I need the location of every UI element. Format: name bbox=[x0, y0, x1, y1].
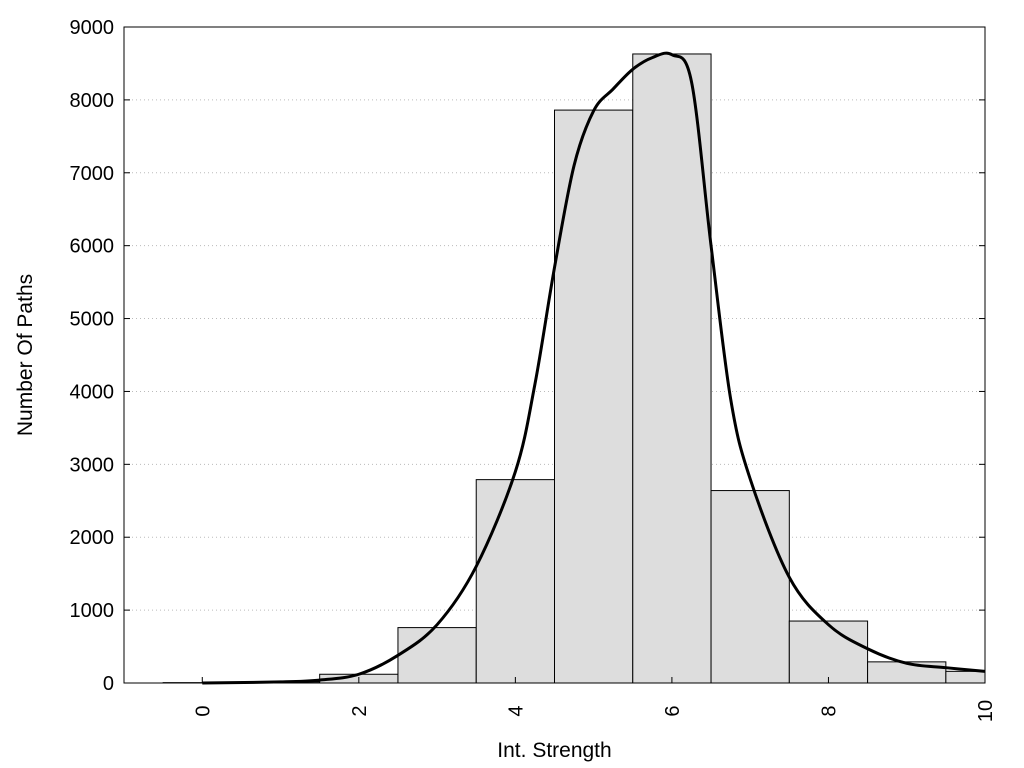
histogram-bar bbox=[397, 627, 477, 684]
plot-frame bbox=[123, 26, 986, 684]
x-tick-label: 4 bbox=[505, 705, 527, 716]
histogram-bar bbox=[867, 661, 947, 684]
y-tick-label: 8000 bbox=[70, 90, 115, 112]
bars bbox=[162, 53, 986, 684]
x-tick-label: 6 bbox=[662, 705, 684, 716]
x-axis: 0 2 4 6 8 10 bbox=[192, 677, 997, 722]
x-tick-label: 8 bbox=[818, 705, 840, 716]
y-tick-label: 5000 bbox=[70, 309, 115, 331]
histogram-bar bbox=[788, 620, 869, 684]
y-tick-label: 7000 bbox=[70, 163, 115, 185]
y-tick-label: 3000 bbox=[70, 454, 115, 476]
histogram-bar bbox=[475, 479, 555, 684]
histogram-bar bbox=[710, 490, 790, 684]
x-tick-label: 2 bbox=[349, 705, 371, 716]
y-tick-label: 4000 bbox=[70, 381, 115, 403]
y-axis-label: Number Of Paths bbox=[14, 274, 37, 436]
x-axis-label: Int. Strength bbox=[497, 739, 611, 762]
histogram-bar bbox=[945, 670, 986, 684]
y-tick-label: 2000 bbox=[70, 527, 115, 549]
fit-curve-layer bbox=[202, 51, 986, 685]
y-tick-label: 0 bbox=[103, 673, 114, 695]
y-tick-label: 1000 bbox=[70, 600, 115, 622]
y-tick-label: 9000 bbox=[70, 17, 115, 39]
fit-curve bbox=[202, 51, 986, 685]
y-axis: 0 1000 2000 3000 4000 5000 6000 7000 8000 9000 bbox=[70, 17, 985, 695]
y-tick-label: 6000 bbox=[70, 236, 115, 258]
x-tick-label: 10 bbox=[975, 700, 997, 722]
x-tick-label: 0 bbox=[192, 705, 214, 716]
histogram-bar bbox=[554, 109, 634, 684]
